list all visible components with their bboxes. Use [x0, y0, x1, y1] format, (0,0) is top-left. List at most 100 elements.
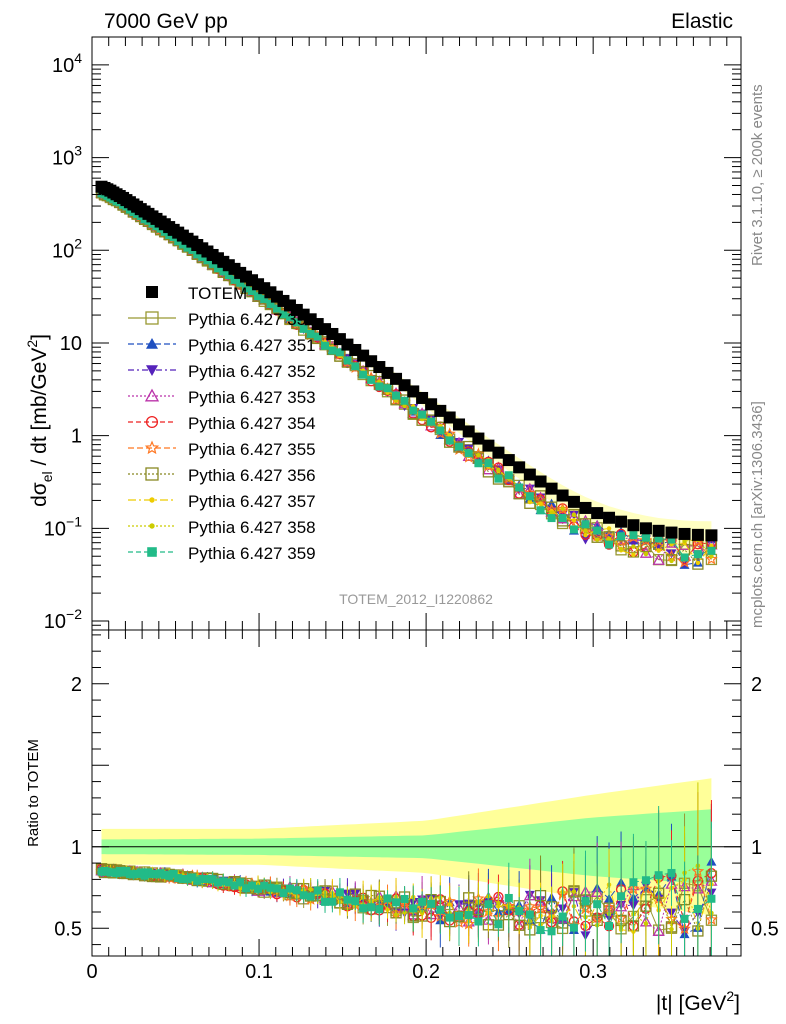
- ratio-point: [474, 917, 483, 926]
- ratio-y-tick-label-right: 2: [751, 674, 762, 696]
- totem-data-point: [492, 446, 505, 459]
- ratio-y-axis-label: Ratio to TOTEM: [25, 739, 42, 847]
- y-tick-label: 103: [52, 143, 82, 170]
- totem-data-point: [416, 391, 429, 404]
- ratio-point: [629, 878, 638, 887]
- top-panel-marks: [95, 180, 718, 570]
- watermark: TOTEM_2012_I1220862: [339, 591, 493, 607]
- ratio-point: [198, 874, 207, 883]
- ratio-point: [515, 907, 524, 916]
- ratio-point: [321, 897, 330, 906]
- mc-point: [534, 490, 547, 502]
- legend-label: Pythia 6.427 351: [188, 336, 316, 355]
- totem-data-point: [425, 398, 438, 411]
- legend-marker: [146, 286, 158, 298]
- ratio-point: [409, 904, 418, 913]
- totem-data-point: [591, 507, 604, 520]
- ratio-point: [174, 874, 183, 883]
- ratio-point: [392, 898, 401, 907]
- legend-entry-352: Pythia 6.427 352: [128, 362, 316, 381]
- x-tick-label: 0.3: [579, 961, 607, 983]
- rivet-version-label: Rivet 3.1.10, ≥ 200k events: [749, 84, 766, 266]
- totem-data-point: [652, 524, 665, 537]
- ratio-point: [383, 894, 392, 903]
- mc-point: [709, 554, 714, 559]
- totem-data-point: [627, 519, 640, 532]
- totem-data-point: [513, 461, 526, 474]
- legend: TOTEM Pythia 6.427 350 Pythia 6.427 351 Pyt…: [128, 284, 316, 563]
- ratio-series-line: [101, 870, 712, 932]
- legend-label: Pythia 6.427 352: [188, 362, 316, 381]
- ratio-point: [152, 870, 161, 879]
- legend-entry-358: Pythia 6.427 358: [128, 518, 316, 537]
- series-line: [101, 192, 712, 559]
- totem-data-point: [665, 526, 678, 539]
- series-line: [101, 192, 712, 561]
- ratio-point: [581, 897, 590, 906]
- ratio-point: [707, 894, 716, 903]
- y-tick-label: 10−1: [44, 513, 82, 540]
- y-tick-label: 10: [60, 333, 82, 355]
- mc-point: [313, 332, 322, 341]
- mc-point: [665, 554, 678, 566]
- ratio-point: [351, 897, 360, 906]
- legend-marker: [144, 388, 160, 402]
- legend-entry-359: Pythia 6.427 359: [128, 544, 316, 563]
- legend-label: Pythia 6.427 353: [188, 388, 316, 407]
- mc-point: [484, 459, 493, 468]
- ratio-point: [219, 877, 228, 886]
- ratio-y-tick-label: 2: [71, 674, 82, 696]
- mc-point: [383, 384, 392, 393]
- mc-point: [693, 550, 702, 559]
- mc-point: [242, 284, 251, 293]
- ratio-point: [693, 904, 702, 913]
- legend-entry-350: Pythia 6.427 350: [128, 310, 316, 329]
- totem-data-point: [639, 522, 652, 535]
- totem-data-point: [502, 454, 515, 467]
- legend-marker: [146, 338, 158, 349]
- mc-point: [652, 553, 665, 565]
- ratio-point: [571, 889, 577, 894]
- totem-data-point: [615, 515, 628, 528]
- ratio-point: [237, 886, 243, 891]
- ratio-panel-marks: [95, 782, 718, 956]
- legend-entry-354: Pythia 6.427 354: [128, 414, 316, 433]
- y-tick-label: 1: [71, 426, 82, 448]
- x-tick-label: 0: [86, 961, 97, 983]
- totem-data-point: [579, 501, 592, 514]
- ratio-point: [328, 897, 337, 906]
- legend-label: Pythia 6.427 359: [188, 544, 316, 563]
- totem-data-point: [545, 482, 558, 495]
- series-359-ratio: [97, 805, 716, 956]
- mc-point: [351, 362, 360, 371]
- ratio-point: [343, 895, 352, 904]
- mcplots-label: mcplots.cern.ch [arXiv:1306.3436]: [749, 401, 766, 628]
- ratio-point: [144, 868, 153, 877]
- mc-point: [427, 417, 436, 426]
- totem-data-point: [556, 489, 569, 502]
- header-left-label: 7000 GeV pp: [104, 10, 228, 33]
- legend-label: Pythia 6.427 350: [188, 310, 316, 329]
- ratio-y-tick-label: 0.5: [54, 918, 82, 940]
- top-y-axis: 10−2 10−1 1 10 102 103 104: [44, 36, 741, 633]
- mc-point: [375, 382, 384, 391]
- legend-entry-353: Pythia 6.427 353: [128, 388, 316, 407]
- totem-data-series: [95, 180, 718, 542]
- totem-data-point: [705, 529, 718, 542]
- header-right-label: Elastic: [671, 10, 733, 33]
- totem-data-point: [462, 425, 475, 438]
- legend-marker: [145, 311, 159, 325]
- ratio-panel-frame: [91, 629, 742, 957]
- mc-point: [306, 329, 315, 338]
- ratio-point: [504, 893, 513, 902]
- ratio-point: [680, 914, 689, 923]
- totem-data-point: [482, 439, 495, 452]
- ratio-point: [260, 881, 269, 890]
- mc-point: [264, 298, 277, 310]
- legend-marker: [146, 365, 158, 376]
- ratio-y-tick-label-right: 1: [751, 837, 762, 859]
- legend-marker: [145, 467, 159, 481]
- x-tick-label: 0.2: [412, 961, 440, 983]
- legend-marker: [149, 523, 155, 529]
- totem-data-point: [523, 468, 536, 481]
